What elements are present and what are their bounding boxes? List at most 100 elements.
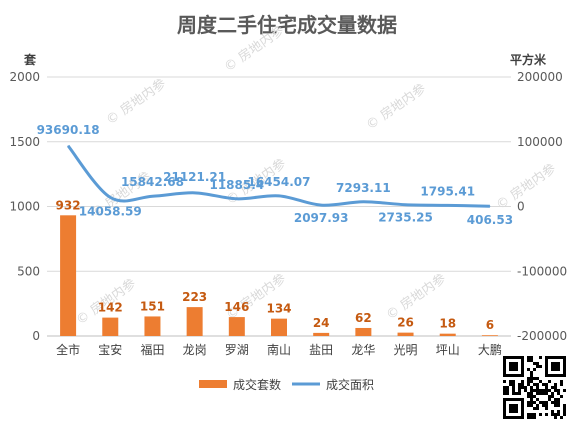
- qr-module: [536, 389, 539, 392]
- category-labels: 全市 宝安 福田 龙岗 罗湖 南山 盐田 龙华 光明 坪山 大鹏: [56, 342, 502, 357]
- bar: [481, 335, 498, 336]
- legend-label-line: 成交面积: [326, 377, 374, 392]
- qr-module: [542, 404, 545, 407]
- left-axis-unit: 套: [23, 52, 37, 67]
- legend-swatch-bar: [199, 380, 227, 388]
- bar: [144, 316, 161, 336]
- category-label: 龙岗: [183, 343, 207, 357]
- qr-module: [527, 392, 530, 395]
- bar-data-label: 62: [355, 311, 372, 325]
- category-label: 大鹏: [478, 343, 502, 357]
- qr-module: [527, 380, 530, 383]
- qr-module: [530, 392, 533, 395]
- line-point: [447, 204, 449, 206]
- qr-module: [539, 413, 542, 416]
- left-tick-label: 0: [32, 329, 40, 343]
- bar-data-label: 6: [486, 318, 494, 332]
- qr-module: [530, 356, 533, 359]
- qr-module: [536, 404, 539, 407]
- bar-data-label: 932: [56, 198, 81, 212]
- qr-module: [524, 386, 527, 389]
- qr-module: [545, 407, 548, 410]
- qr-module: [530, 401, 533, 404]
- bar-data-label: 223: [182, 290, 207, 304]
- line-point: [236, 198, 238, 200]
- bar: [60, 215, 77, 336]
- qr-module: [509, 383, 512, 386]
- qr-module: [560, 395, 563, 398]
- qr-module: [521, 386, 524, 389]
- qr-module: [560, 383, 563, 386]
- category-label: 光明: [394, 343, 418, 357]
- qr-module: [530, 386, 533, 389]
- qr-module: [545, 389, 548, 392]
- qr-module: [521, 380, 524, 383]
- qr-module: [563, 389, 566, 392]
- qr-module: [515, 392, 518, 395]
- qr-module: [557, 389, 560, 392]
- qr-module: [521, 383, 524, 386]
- qr-module: [503, 389, 506, 392]
- qr-module: [530, 398, 533, 401]
- bar: [397, 332, 414, 336]
- bar: [228, 317, 245, 336]
- qr-module: [530, 404, 533, 407]
- category-label: 盐田: [309, 343, 333, 357]
- qr-module: [563, 413, 566, 416]
- qr-module: [518, 386, 521, 389]
- qr-module: [530, 413, 533, 416]
- qr-finder-core: [509, 404, 518, 413]
- qr-module: [548, 398, 551, 401]
- qr-module: [527, 416, 530, 419]
- bar-data-label: 18: [439, 317, 456, 331]
- qr-module: [545, 386, 548, 389]
- qr-module: [548, 380, 551, 383]
- qr-module: [518, 389, 521, 392]
- qr-module: [557, 398, 560, 401]
- qr-module: [551, 386, 554, 389]
- right-tick-label: -100000: [517, 264, 567, 278]
- bar: [439, 333, 456, 336]
- watermark-text: © 房地内参: [383, 271, 449, 324]
- category-label: 罗湖: [225, 342, 249, 357]
- right-tick-label: -200000: [517, 329, 567, 343]
- qr-module: [527, 401, 530, 404]
- line-data-label: 7293.11: [336, 181, 391, 195]
- qr-module: [548, 395, 551, 398]
- qr-module: [530, 389, 533, 392]
- qr-module: [524, 389, 527, 392]
- qr-module: [545, 413, 548, 416]
- qr-module: [551, 410, 554, 413]
- qr-module: [554, 413, 557, 416]
- qr-module: [530, 374, 533, 377]
- bar-data-label: 142: [98, 301, 123, 315]
- line-data-label: 21121.21: [163, 170, 226, 184]
- qr-module: [560, 416, 563, 419]
- line-data-label: 15842.68: [121, 175, 184, 189]
- qr-module: [527, 413, 530, 416]
- qr-module: [530, 359, 533, 362]
- category-label: 坪山: [436, 343, 460, 357]
- chart-title: 周度二手住宅成交量数据: [177, 13, 397, 37]
- bar: [271, 318, 287, 336]
- qr-module: [545, 383, 548, 386]
- qr-module: [530, 395, 533, 398]
- qr-module: [539, 389, 542, 392]
- qr-finder-core: [551, 362, 560, 371]
- qr-module: [506, 392, 509, 395]
- qr-module: [551, 392, 554, 395]
- bar-data-label: 146: [224, 300, 249, 314]
- qr-module: [527, 368, 530, 371]
- qr-module: [506, 386, 509, 389]
- qr-module: [563, 404, 566, 407]
- qr-module: [542, 401, 545, 404]
- bar-data-label: 134: [266, 302, 291, 316]
- qr-module: [536, 383, 539, 386]
- qr-module: [533, 362, 536, 365]
- line-data-label: 406.53: [467, 213, 513, 227]
- bar: [102, 317, 119, 336]
- qr-module: [533, 389, 536, 392]
- bar-data-label: 26: [397, 316, 414, 330]
- legend: 成交套数 成交面积: [199, 377, 374, 392]
- category-label: 福田: [140, 342, 164, 357]
